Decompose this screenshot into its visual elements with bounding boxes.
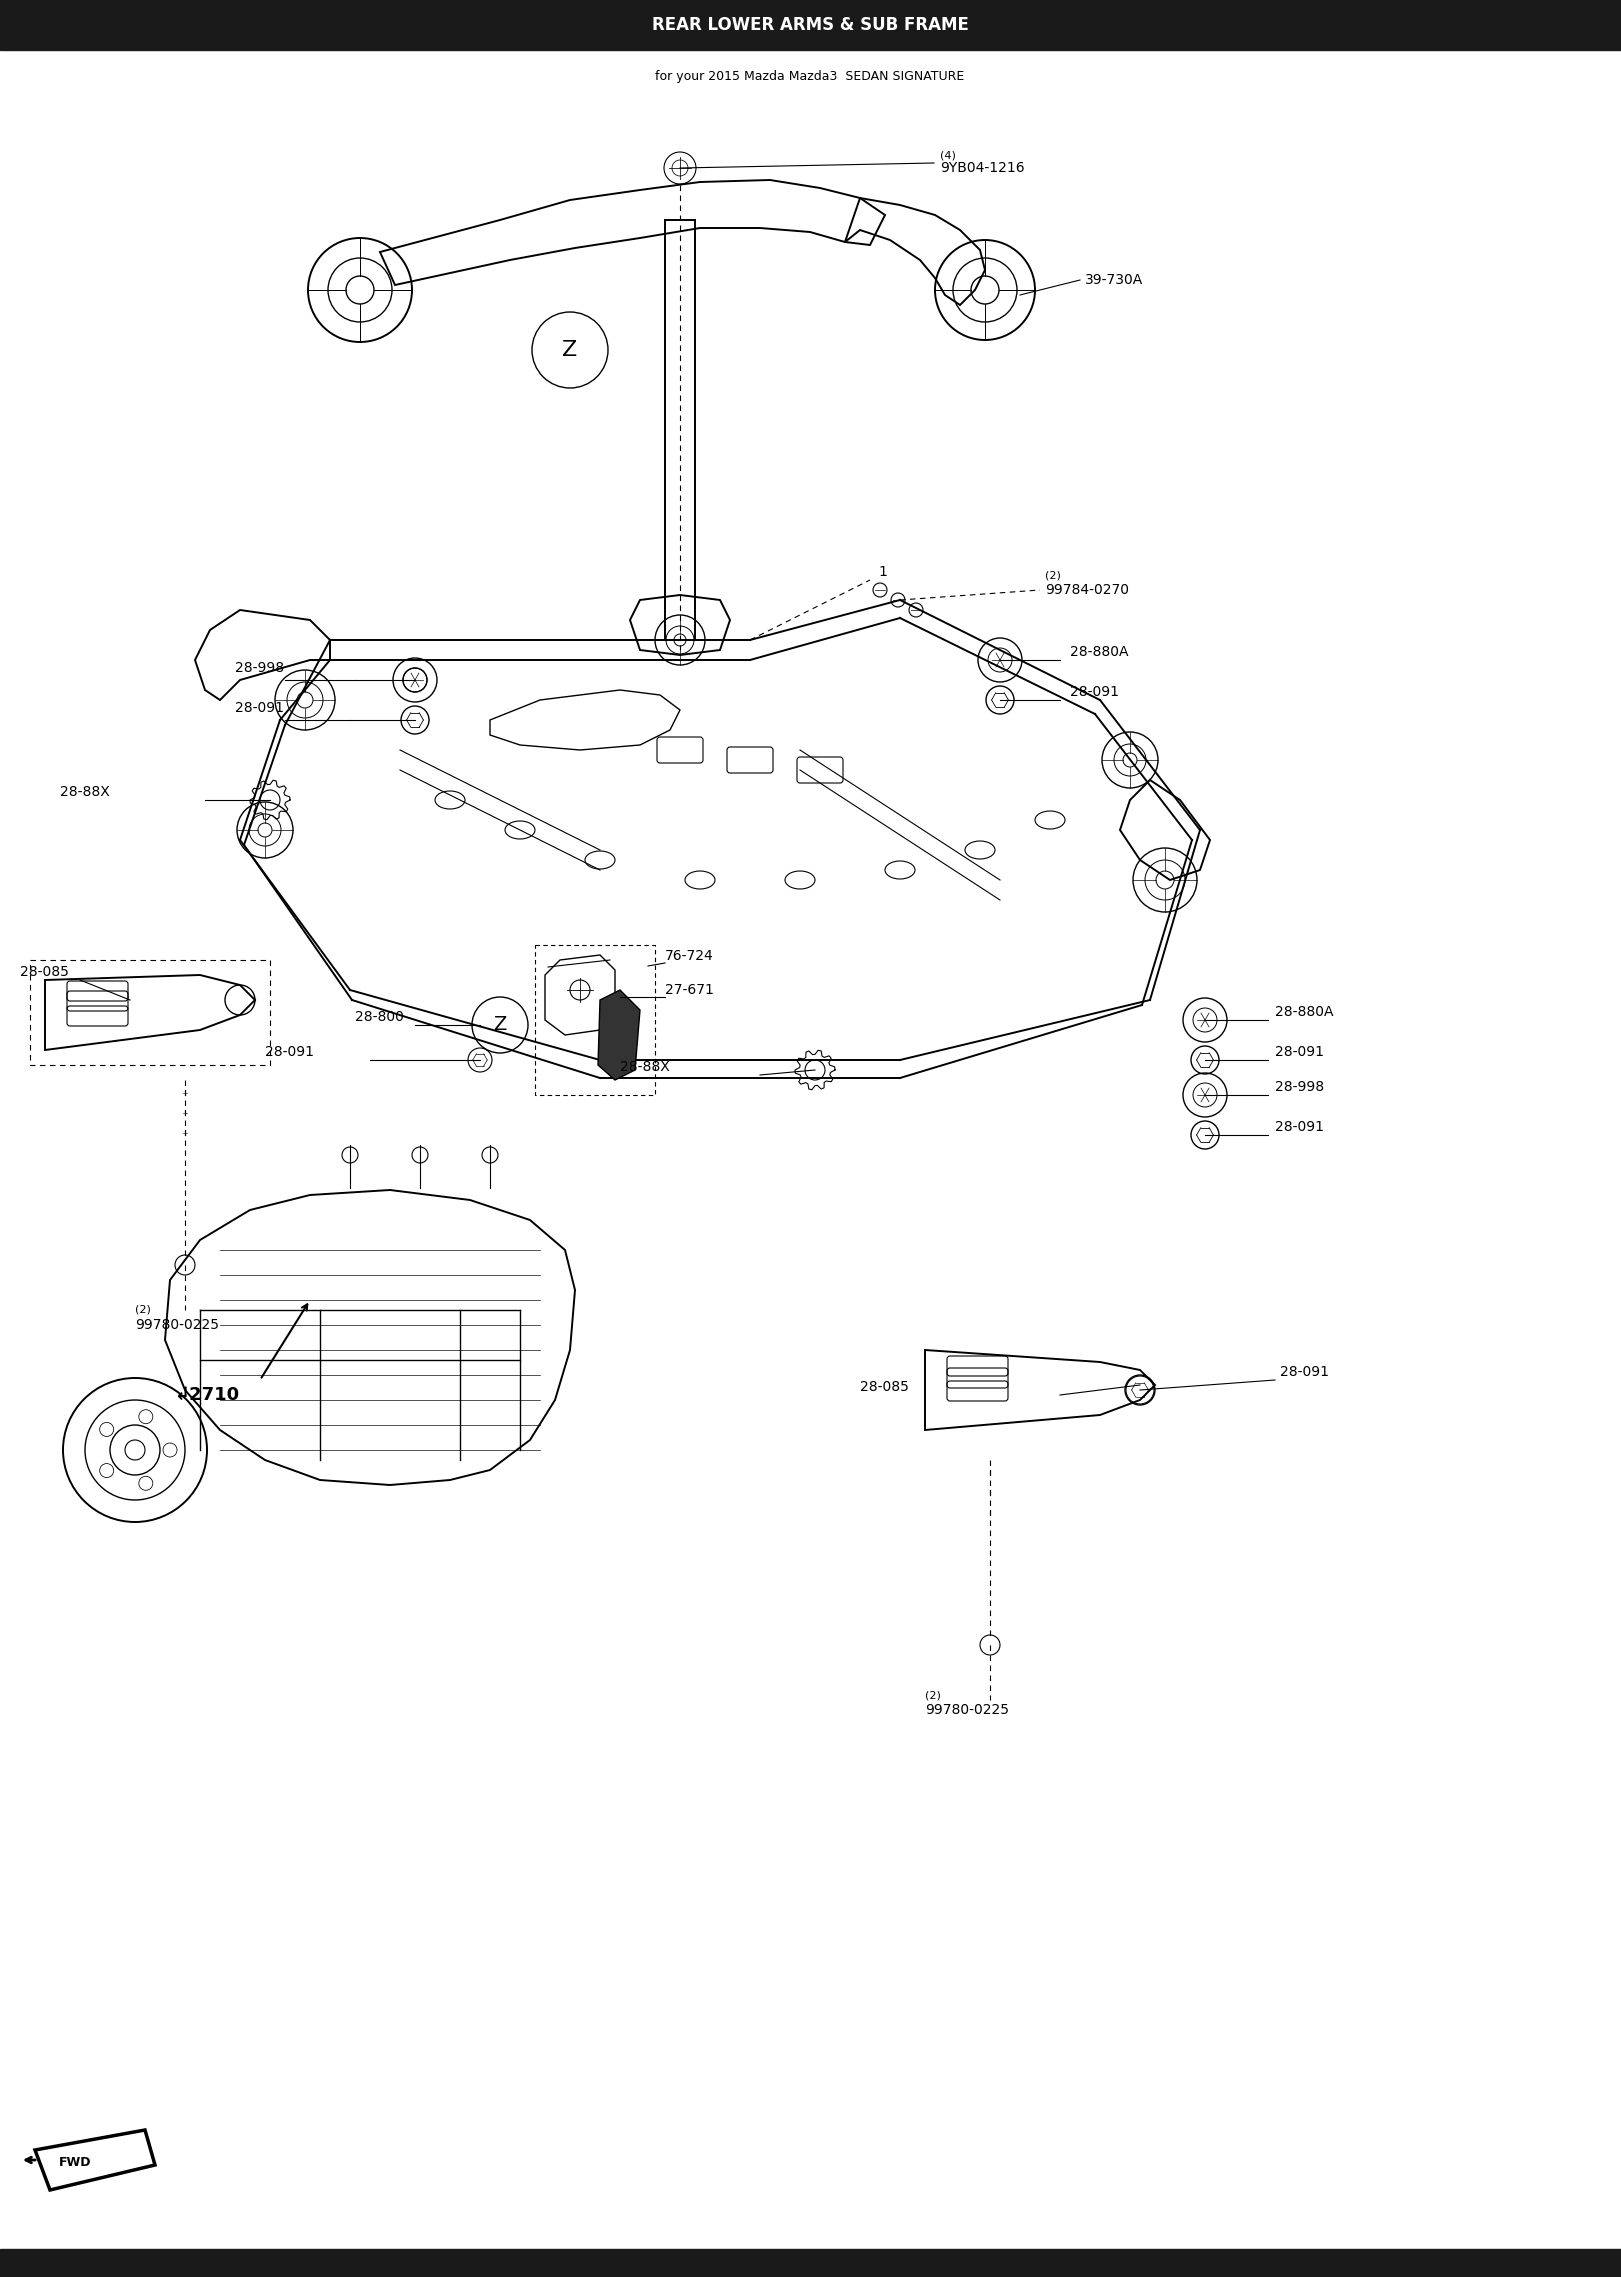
Text: Z: Z (562, 339, 577, 360)
Text: 28-880A: 28-880A (1276, 1004, 1334, 1020)
Text: FWD: FWD (58, 2156, 91, 2170)
Text: (2): (2) (135, 1305, 151, 1316)
Text: 99780-0225: 99780-0225 (926, 1703, 1008, 1717)
Text: (2): (2) (926, 1690, 940, 1701)
Text: 9YB04-1216: 9YB04-1216 (940, 162, 1024, 175)
Text: for your 2015 Mazda Mazda3  SEDAN SIGNATURE: for your 2015 Mazda Mazda3 SEDAN SIGNATU… (655, 71, 964, 82)
Text: 28-88X: 28-88X (619, 1061, 669, 1075)
Text: 27-671: 27-671 (665, 984, 713, 997)
Bar (0, 2250, 1621, 2277)
Text: 28-091: 28-091 (1281, 1364, 1329, 1380)
Text: 76-724: 76-724 (665, 950, 713, 963)
Text: (2): (2) (1046, 569, 1060, 581)
Text: 28-091: 28-091 (235, 701, 284, 715)
Text: 1: 1 (879, 565, 887, 578)
Text: 28-880A: 28-880A (1070, 644, 1128, 658)
Text: 28-085: 28-085 (19, 965, 68, 979)
Polygon shape (598, 990, 640, 1079)
Text: (4): (4) (940, 150, 956, 159)
Text: ↲2710: ↲2710 (175, 1387, 240, 1405)
Text: 28-998: 28-998 (235, 660, 284, 674)
Text: 28-998: 28-998 (1276, 1079, 1324, 1093)
Text: 28-091: 28-091 (1276, 1045, 1324, 1059)
Text: Z: Z (493, 1016, 507, 1034)
Text: 28-88X: 28-88X (60, 786, 110, 799)
Bar (0, 0, 1621, 50)
Text: 28-800: 28-800 (355, 1011, 404, 1025)
Text: 39-730A: 39-730A (1084, 273, 1143, 287)
Text: 99784-0270: 99784-0270 (1046, 583, 1128, 597)
Text: 28-091: 28-091 (264, 1045, 314, 1059)
Text: 28-091: 28-091 (1276, 1120, 1324, 1134)
Text: 99780-0225: 99780-0225 (135, 1318, 219, 1332)
Text: 28-091: 28-091 (1070, 685, 1118, 699)
Text: REAR LOWER ARMS & SUB FRAME: REAR LOWER ARMS & SUB FRAME (652, 16, 968, 34)
Text: 28-085: 28-085 (861, 1380, 909, 1394)
